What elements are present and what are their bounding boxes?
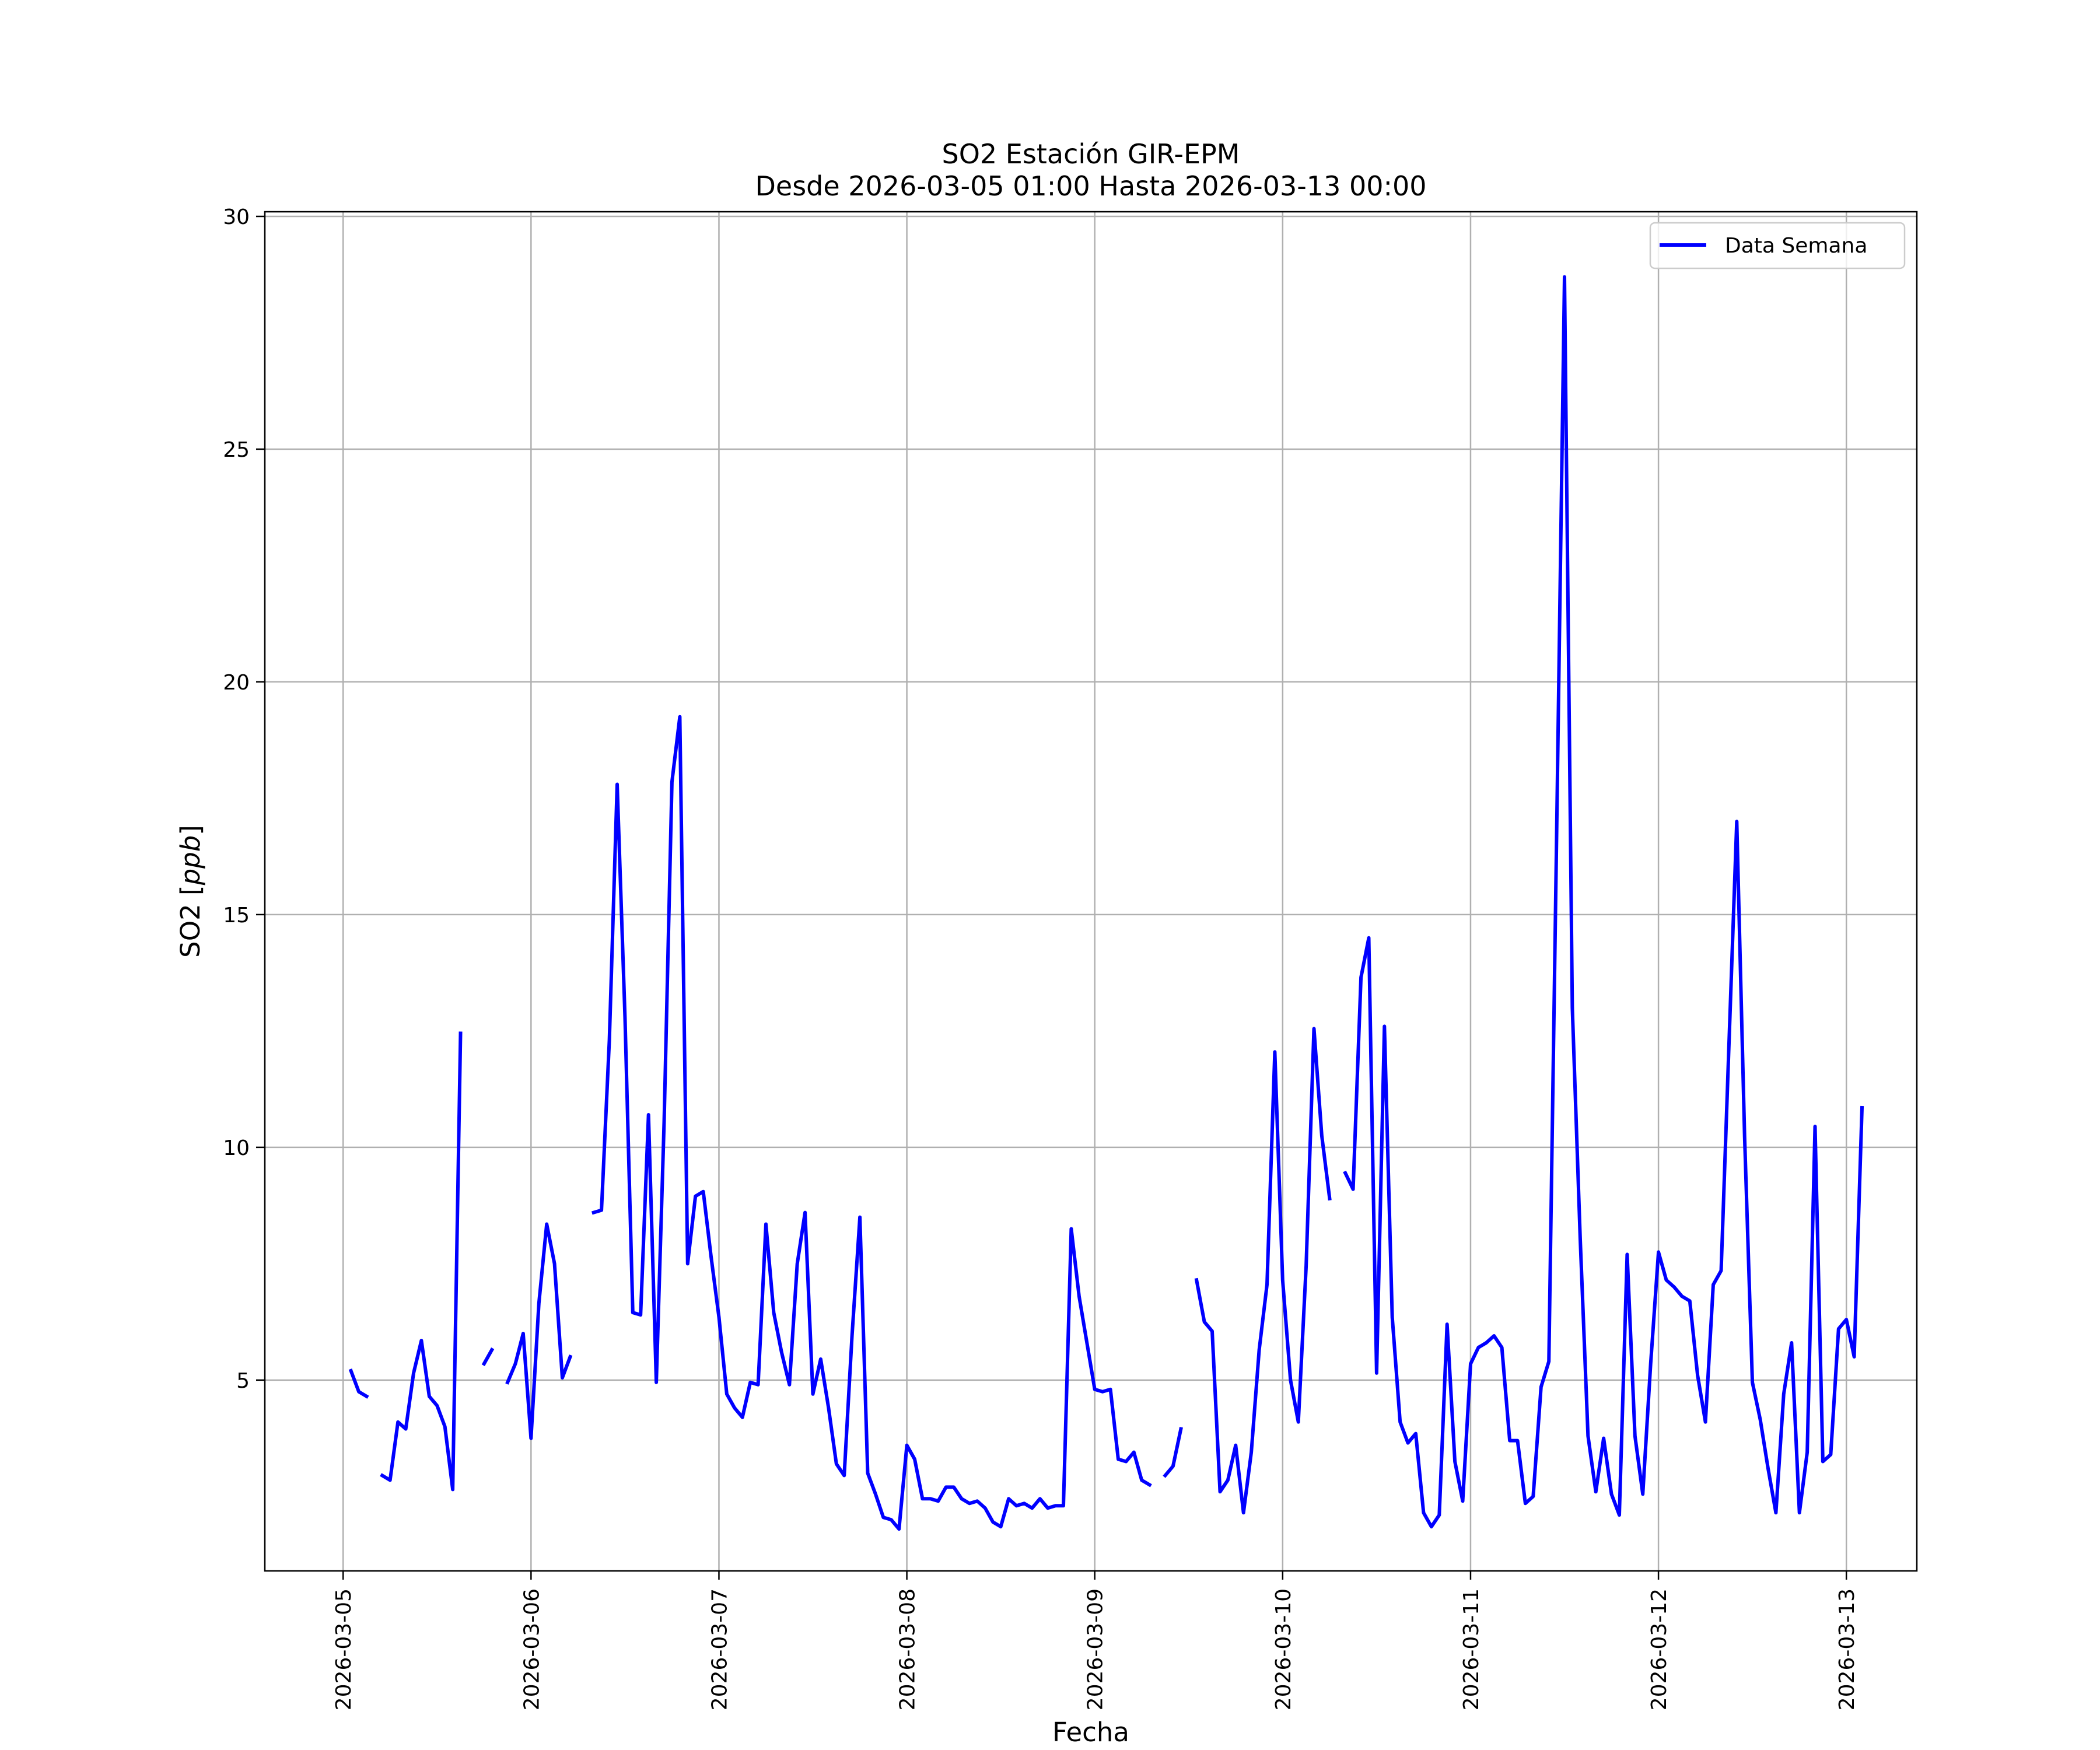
y-tick-label-25: 25 — [223, 438, 250, 462]
x-tick-label-2026-03-05: 2026-03-05 — [332, 1588, 356, 1710]
y-tick-label-20: 20 — [223, 671, 250, 695]
series-line-0-segment-5 — [1163, 1427, 1183, 1478]
x-tick-label-2026-03-10: 2026-03-10 — [1272, 1588, 1296, 1710]
x-tick-label-2026-03-12: 2026-03-12 — [1647, 1588, 1671, 1710]
x-tick-label-2026-03-07: 2026-03-07 — [708, 1588, 732, 1710]
series-line-0-segment-4 — [591, 715, 1152, 1531]
series-line-0-segment-2 — [481, 1347, 495, 1366]
y-tick-label-15: 15 — [223, 904, 250, 928]
y-axis-label-main: SO2 [ — [175, 885, 206, 957]
series-line-0-segment-6 — [1194, 1027, 1332, 1515]
series-layer — [348, 275, 1864, 1531]
x-tick-label-2026-03-11: 2026-03-11 — [1460, 1588, 1483, 1710]
series-line-0-segment-1 — [380, 1031, 463, 1492]
chart-subtitle: Desde 2026-03-05 01:00 Hasta 2026-03-13 … — [755, 170, 1426, 202]
x-tick-label-2026-03-09: 2026-03-09 — [1084, 1588, 1108, 1710]
y-axis-label: SO2 [ppb] — [175, 825, 206, 958]
series-line-0-segment-0 — [348, 1368, 369, 1399]
y-axis-label-unit: ppb — [175, 835, 206, 886]
y-tick-label-30: 30 — [223, 205, 250, 229]
plot-frame — [264, 211, 1918, 1572]
grid-lines — [265, 212, 1917, 1571]
y-tick-label-10: 10 — [223, 1136, 250, 1160]
series-line-0-segment-7 — [1343, 275, 1864, 1529]
axis-ticks: 2026-03-05 2026-03-06 2026-03-07 2026-03-08… — [223, 205, 1859, 1710]
x-tick-label-2026-03-06: 2026-03-06 — [520, 1588, 544, 1710]
x-axis-label: Fecha — [1052, 1717, 1129, 1748]
legend-box — [1649, 222, 1906, 270]
x-tick-label-2026-03-08: 2026-03-08 — [896, 1588, 920, 1710]
chart-title: SO2 Estación GIR-EPM — [942, 138, 1240, 170]
legend: Data Semana — [1649, 222, 1906, 270]
x-tick-label-2026-03-13: 2026-03-13 — [1835, 1588, 1859, 1710]
series-line-0-segment-3 — [505, 1222, 573, 1440]
y-tick-label-5: 5 — [236, 1369, 250, 1393]
legend-label-data-semana: Data Semana — [1725, 234, 1867, 258]
y-axis-label-close: ] — [175, 825, 206, 835]
